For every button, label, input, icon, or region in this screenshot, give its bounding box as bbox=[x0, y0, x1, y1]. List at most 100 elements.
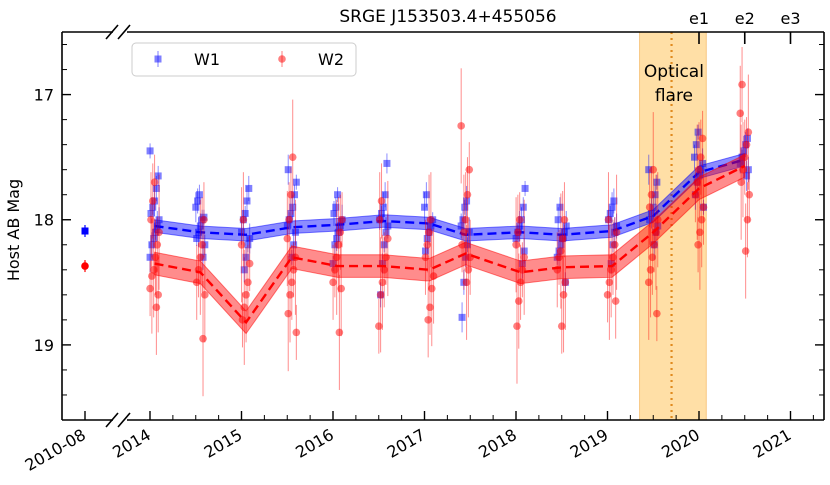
data-point bbox=[380, 266, 389, 274]
data-point bbox=[285, 215, 293, 224]
data-point bbox=[457, 122, 465, 130]
y-tick-label: 18 bbox=[34, 211, 54, 230]
axis-break-mark bbox=[117, 412, 131, 428]
data-point bbox=[422, 191, 430, 199]
data-point bbox=[607, 260, 615, 268]
data-point bbox=[427, 215, 435, 224]
data-point bbox=[694, 240, 702, 249]
axis-break-mark bbox=[105, 24, 119, 40]
data-point bbox=[647, 190, 656, 199]
legend-label: W1 bbox=[194, 50, 220, 69]
data-point bbox=[421, 247, 429, 255]
mean-line bbox=[154, 158, 746, 236]
data-point bbox=[519, 203, 527, 211]
legend-label: W2 bbox=[318, 50, 344, 69]
data-point bbox=[334, 191, 342, 199]
top-tick-label: e3 bbox=[780, 9, 800, 28]
data-point bbox=[200, 215, 208, 224]
data-point bbox=[244, 278, 252, 287]
data-point bbox=[192, 278, 201, 287]
data-point bbox=[745, 190, 754, 199]
data-point bbox=[286, 291, 294, 299]
data-point bbox=[423, 240, 432, 249]
data-point bbox=[603, 291, 612, 299]
data-point bbox=[465, 228, 473, 236]
data-point bbox=[423, 235, 431, 243]
data-point bbox=[644, 278, 653, 287]
data-point bbox=[146, 253, 154, 261]
data-point bbox=[421, 203, 429, 211]
mean-line bbox=[154, 164, 746, 325]
data-point bbox=[608, 203, 616, 211]
data-point bbox=[155, 216, 163, 224]
data-point bbox=[338, 215, 346, 224]
data-point bbox=[460, 228, 468, 237]
data-point bbox=[743, 134, 751, 142]
data-point bbox=[147, 209, 155, 217]
data-point bbox=[611, 297, 620, 305]
data-point bbox=[289, 266, 298, 274]
data-point bbox=[604, 215, 613, 224]
data-point bbox=[380, 241, 388, 249]
data-point bbox=[743, 172, 751, 180]
data-point bbox=[375, 322, 383, 330]
data-point bbox=[378, 260, 386, 268]
x-tick-label: 2018 bbox=[475, 425, 520, 462]
data-point bbox=[241, 209, 249, 217]
data-point bbox=[246, 235, 254, 243]
legend-marker bbox=[278, 55, 286, 63]
data-point bbox=[649, 165, 658, 174]
top-tick-label: e1 bbox=[689, 9, 709, 28]
data-point bbox=[463, 241, 471, 249]
data-point bbox=[240, 266, 248, 274]
data-point bbox=[607, 266, 615, 274]
data-point bbox=[515, 215, 524, 224]
data-point bbox=[648, 253, 657, 262]
y-tick-label: 19 bbox=[34, 336, 54, 355]
data-point bbox=[336, 228, 345, 237]
data-point bbox=[654, 222, 662, 230]
data-point bbox=[695, 165, 703, 174]
data-point bbox=[201, 291, 209, 299]
legend-box bbox=[131, 42, 357, 77]
data-point bbox=[427, 284, 436, 293]
data-point bbox=[148, 272, 156, 280]
data-point bbox=[153, 240, 162, 249]
data-point bbox=[378, 278, 387, 287]
data-point bbox=[244, 241, 252, 249]
data-point bbox=[290, 241, 298, 249]
x-tick-label: 2010-08 bbox=[22, 425, 89, 475]
data-point bbox=[151, 253, 160, 262]
data-point bbox=[198, 240, 206, 249]
data-point bbox=[692, 141, 700, 149]
data-point bbox=[192, 203, 200, 211]
data-point bbox=[738, 80, 746, 89]
flare-label: flare bbox=[655, 86, 693, 106]
data-point bbox=[514, 228, 522, 237]
data-point bbox=[742, 140, 751, 149]
data-point bbox=[239, 215, 248, 224]
data-point bbox=[283, 234, 292, 243]
data-point bbox=[521, 184, 529, 192]
data-point bbox=[150, 235, 158, 243]
data-point bbox=[463, 190, 472, 199]
data-point bbox=[331, 266, 339, 274]
data-point bbox=[736, 109, 745, 118]
data-point bbox=[330, 209, 338, 217]
data-point bbox=[650, 240, 658, 249]
legend-marker bbox=[154, 55, 162, 63]
data-point bbox=[329, 278, 337, 287]
data-point bbox=[332, 203, 340, 211]
data-point bbox=[696, 228, 704, 237]
x-tick-label: 2020 bbox=[658, 425, 703, 462]
top-tick-label: e2 bbox=[735, 9, 755, 28]
data-point bbox=[245, 184, 253, 192]
series-w2 bbox=[81, 47, 754, 397]
data-point bbox=[292, 328, 301, 337]
data-point bbox=[461, 203, 469, 211]
data-point bbox=[379, 203, 387, 211]
x-tick-label: 2014 bbox=[109, 425, 154, 462]
data-point bbox=[512, 240, 520, 249]
data-point bbox=[558, 234, 567, 243]
